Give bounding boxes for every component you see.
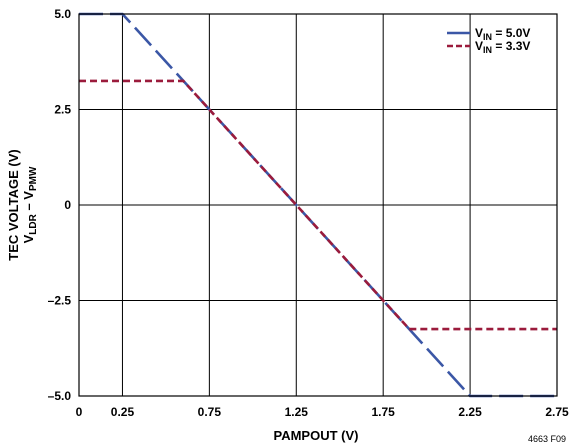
plot-frame xyxy=(78,13,558,397)
y-tick-labels: –5.0 –2.5 0 2.5 5.0 xyxy=(48,7,72,403)
x-axis-title: PAMPOUT (V) xyxy=(274,428,359,443)
y-axis-title-line1: TEC VOLTAGE (V) xyxy=(6,149,21,260)
x-tick-label: 1.75 xyxy=(372,405,396,419)
y-axis-title: TEC VOLTAGE (V) VLDR – VPMW xyxy=(6,149,39,260)
x-tick-label: 1.25 xyxy=(285,405,309,419)
figure-id: 4663 F09 xyxy=(528,434,566,444)
legend-label-2: VIN = 3.3V xyxy=(475,39,530,55)
grid xyxy=(78,13,558,397)
y-tick-label: 5.0 xyxy=(54,7,71,21)
x-tick-label: 2.75 xyxy=(545,405,569,419)
x-tick-label: 0.75 xyxy=(198,405,222,419)
y-tick-label: 0 xyxy=(64,198,71,212)
y-tick-label: –5.0 xyxy=(48,389,72,403)
legend-label-1: VIN = 5.0V xyxy=(475,26,530,42)
x-tick-labels: 0 0.25 0.75 1.25 1.75 2.25 2.75 xyxy=(76,405,569,419)
y-tick-label: –2.5 xyxy=(48,294,72,308)
x-tick-label: 0 xyxy=(76,405,83,419)
y-tick-label: 2.5 xyxy=(54,103,71,117)
x-tick-label: 0.25 xyxy=(111,405,135,419)
y-axis-title-line2: VLDR – VPMW xyxy=(21,166,39,243)
x-tick-label: 2.25 xyxy=(458,405,482,419)
